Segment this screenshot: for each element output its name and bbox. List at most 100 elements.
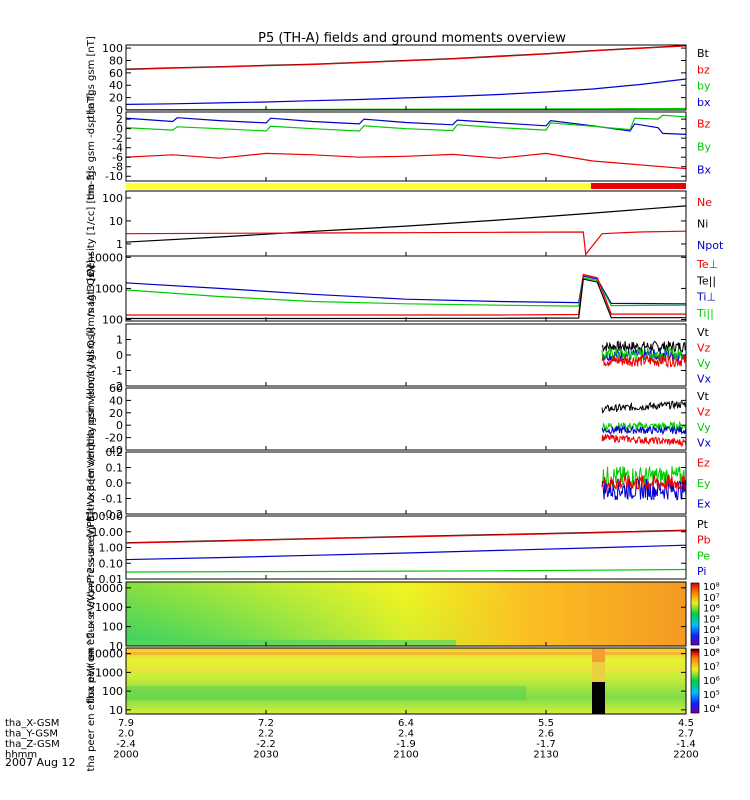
peer-spectrogram-colorbar-label: 10⁸: [703, 648, 720, 659]
mode-bar-red: [591, 183, 686, 189]
ephemeris-value: 2130: [533, 750, 558, 761]
density-ylabel: Density [1/cc] [cm-3]: [86, 170, 97, 276]
peer-spectrogram-colorbar-label: 10⁵: [703, 690, 720, 701]
ephemeris-value: -2.2: [256, 739, 276, 750]
ephemeris-row-label: tha_Z-GSM: [5, 739, 60, 750]
peer-spectrogram-ytick-label: 10: [109, 704, 123, 717]
temperature-legend-Te||: Te||: [696, 274, 716, 287]
temperature-ytick-label: 100: [102, 314, 123, 327]
figure-title: P5 (TH-A) fields and ground moments over…: [258, 31, 566, 46]
temperature-ylabel: magt3 [eV]: [86, 260, 97, 317]
date-label: 2007 Aug 12: [5, 756, 75, 769]
peer-velocity-legend-Vt: Vt: [697, 390, 710, 403]
temperature-series-Te||: [126, 278, 686, 320]
peir-velocity-legend-Vy: Vy: [697, 357, 711, 370]
efield-ytick-label: -0.2: [102, 508, 123, 521]
pressure-ytick-label: 0.01: [99, 573, 124, 586]
peir-spectrogram-colorbar-label: 10⁸: [703, 582, 720, 593]
density-ytick-label: 10: [109, 215, 123, 228]
peer-velocity-ytick-label: 0: [116, 419, 123, 432]
peir-spectrogram-colorbar-label: 10⁴: [703, 625, 720, 636]
fgs-gsm-dsp-series-By: [125, 114, 686, 132]
efield-series-Ez: [601, 473, 686, 491]
peir-spectrogram-ytick-label: 10: [109, 640, 123, 653]
temperature-legend-Ti||: Ti||: [696, 307, 714, 320]
fgs-gsm-ytick-label: 0: [116, 104, 123, 117]
ephemeris-value: 2.0: [118, 729, 134, 740]
peer-velocity-legend-Vz: Vz: [697, 405, 711, 418]
peir-spectrogram-ytick-label: 100: [102, 621, 123, 634]
peer-spectrogram-colorbar-label: 10⁶: [703, 676, 720, 687]
fgs-gsm-dsp-series-Bx: [125, 117, 686, 135]
fgs-gsm-dsp-ytick-label: -8: [112, 161, 123, 174]
peer-spectrogram-ytick-label: 10000: [88, 648, 123, 661]
ephemeris-value: 2100: [393, 750, 418, 761]
fgs-gsm-legend-Bt: Bt: [697, 47, 710, 60]
pressure-ytick-label: 0.10: [99, 557, 124, 570]
efield-series-Ey: [601, 466, 686, 488]
fgs-gsm-dsp-legend-Bx: Bx: [697, 164, 712, 177]
peir-velocity-ylabel: tha peir velocity gsm [km/s (All Qs)]: [86, 265, 97, 446]
fgs-gsm-dsp-ytick-label: -10: [105, 170, 123, 183]
peir-spectrogram-colorbar-label: 10⁶: [703, 604, 720, 615]
fgs-gsm-ytick-label: 100: [102, 42, 123, 55]
fgs-gsm-legend-by: by: [697, 80, 711, 93]
peir-velocity-legend-Vz: Vz: [697, 341, 711, 354]
pressure-ytick-label: 100.00: [85, 510, 124, 523]
pressure-ytick-label: 1.00: [99, 542, 124, 555]
efield-legend-Ez: Ez: [697, 456, 710, 469]
fgs-gsm-dsp-ytick-label: 2: [116, 113, 123, 126]
peer-velocity-legend-Vx: Vx: [697, 436, 712, 449]
efield-ytick-label: 0.2: [106, 446, 124, 459]
ephemeris-value: 2.2: [258, 729, 274, 740]
ephemeris-value: 6.4: [398, 718, 414, 729]
density-legend-Npot: Npot: [697, 239, 724, 252]
temperature-ytick-label: 10000: [88, 251, 123, 264]
fgs-gsm-dsp-ytick-label: 0: [116, 123, 123, 136]
peer-velocity-ytick-label: -40: [105, 444, 123, 457]
fgs-gsm-dsp-legend-By: By: [697, 141, 712, 154]
ephemeris-value: 2.4: [398, 729, 414, 740]
fgs-gsm-legend-bx: bx: [697, 96, 711, 109]
temperature-series-Ti||: [125, 277, 686, 307]
fgs-gsm-dsp-legend-Bz: Bz: [697, 118, 711, 131]
pressure-legend-Pi: Pi: [697, 565, 706, 578]
ephemeris-value: 7.2: [258, 718, 274, 729]
peer-spectrogram-colorbar-label: 10⁷: [703, 662, 720, 673]
efield-ytick-label: -0.1: [102, 493, 123, 506]
peir-velocity-ytick-label: -1: [112, 365, 123, 378]
pressure-legend-Pe: Pe: [697, 549, 710, 562]
fgs-gsm-ytick-label: 60: [109, 67, 123, 80]
fgs-gsm-legend-bz: bz: [697, 63, 710, 76]
peir-velocity-ytick-label: -2: [112, 380, 123, 393]
peir-velocity-legend-Vx: Vx: [697, 372, 712, 385]
peir-spectrogram-image: [126, 582, 686, 646]
peer-spectrogram-image: [126, 648, 686, 714]
fgs-gsm-ytick-label: 40: [109, 79, 123, 92]
peer-velocity-series-Vt: [601, 400, 686, 414]
ephemeris-value: 2030: [253, 750, 278, 761]
peer-velocity-series-Vz: [601, 433, 686, 448]
peer-velocity-legend-Vy: Vy: [697, 421, 711, 434]
peer-velocity-ytick-label: 60: [109, 382, 123, 395]
peer-colorbar: [690, 648, 700, 714]
ephemeris-value: 2200: [673, 750, 698, 761]
pressure-ylabel: Pressure [nPa]: [86, 512, 97, 584]
fgs-gsm-series-bx: [125, 78, 686, 105]
efield-ytick-label: 0.1: [106, 462, 124, 475]
ephemeris-value: 2000: [113, 750, 138, 761]
peer-velocity-ytick-label: 40: [109, 394, 123, 407]
peir-spectrogram-colorbar-label: 10³: [703, 636, 720, 647]
efield-ytick-label: 0.0: [106, 477, 124, 490]
peir-spectrogram-ytick-label: 1000: [95, 601, 123, 614]
temperature-legend-Ti⊥: Ti⊥: [696, 291, 716, 304]
peir-velocity-ytick-label: 1: [116, 334, 123, 347]
fgs-gsm-panel-frame: [125, 44, 687, 111]
peir-velocity-series-Vy: [601, 346, 686, 362]
efield-legend-Ey: Ey: [697, 477, 711, 490]
ephemeris-value: 7.9: [118, 718, 134, 729]
peir-velocity-series-Vz: [601, 354, 686, 369]
density-ytick-label: 1: [116, 238, 123, 251]
peir-velocity-ytick-label: 0: [116, 349, 123, 362]
